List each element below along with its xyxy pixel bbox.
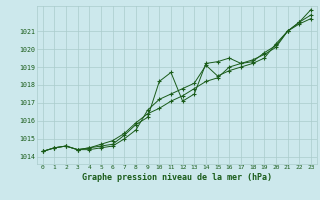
X-axis label: Graphe pression niveau de la mer (hPa): Graphe pression niveau de la mer (hPa)	[82, 173, 272, 182]
